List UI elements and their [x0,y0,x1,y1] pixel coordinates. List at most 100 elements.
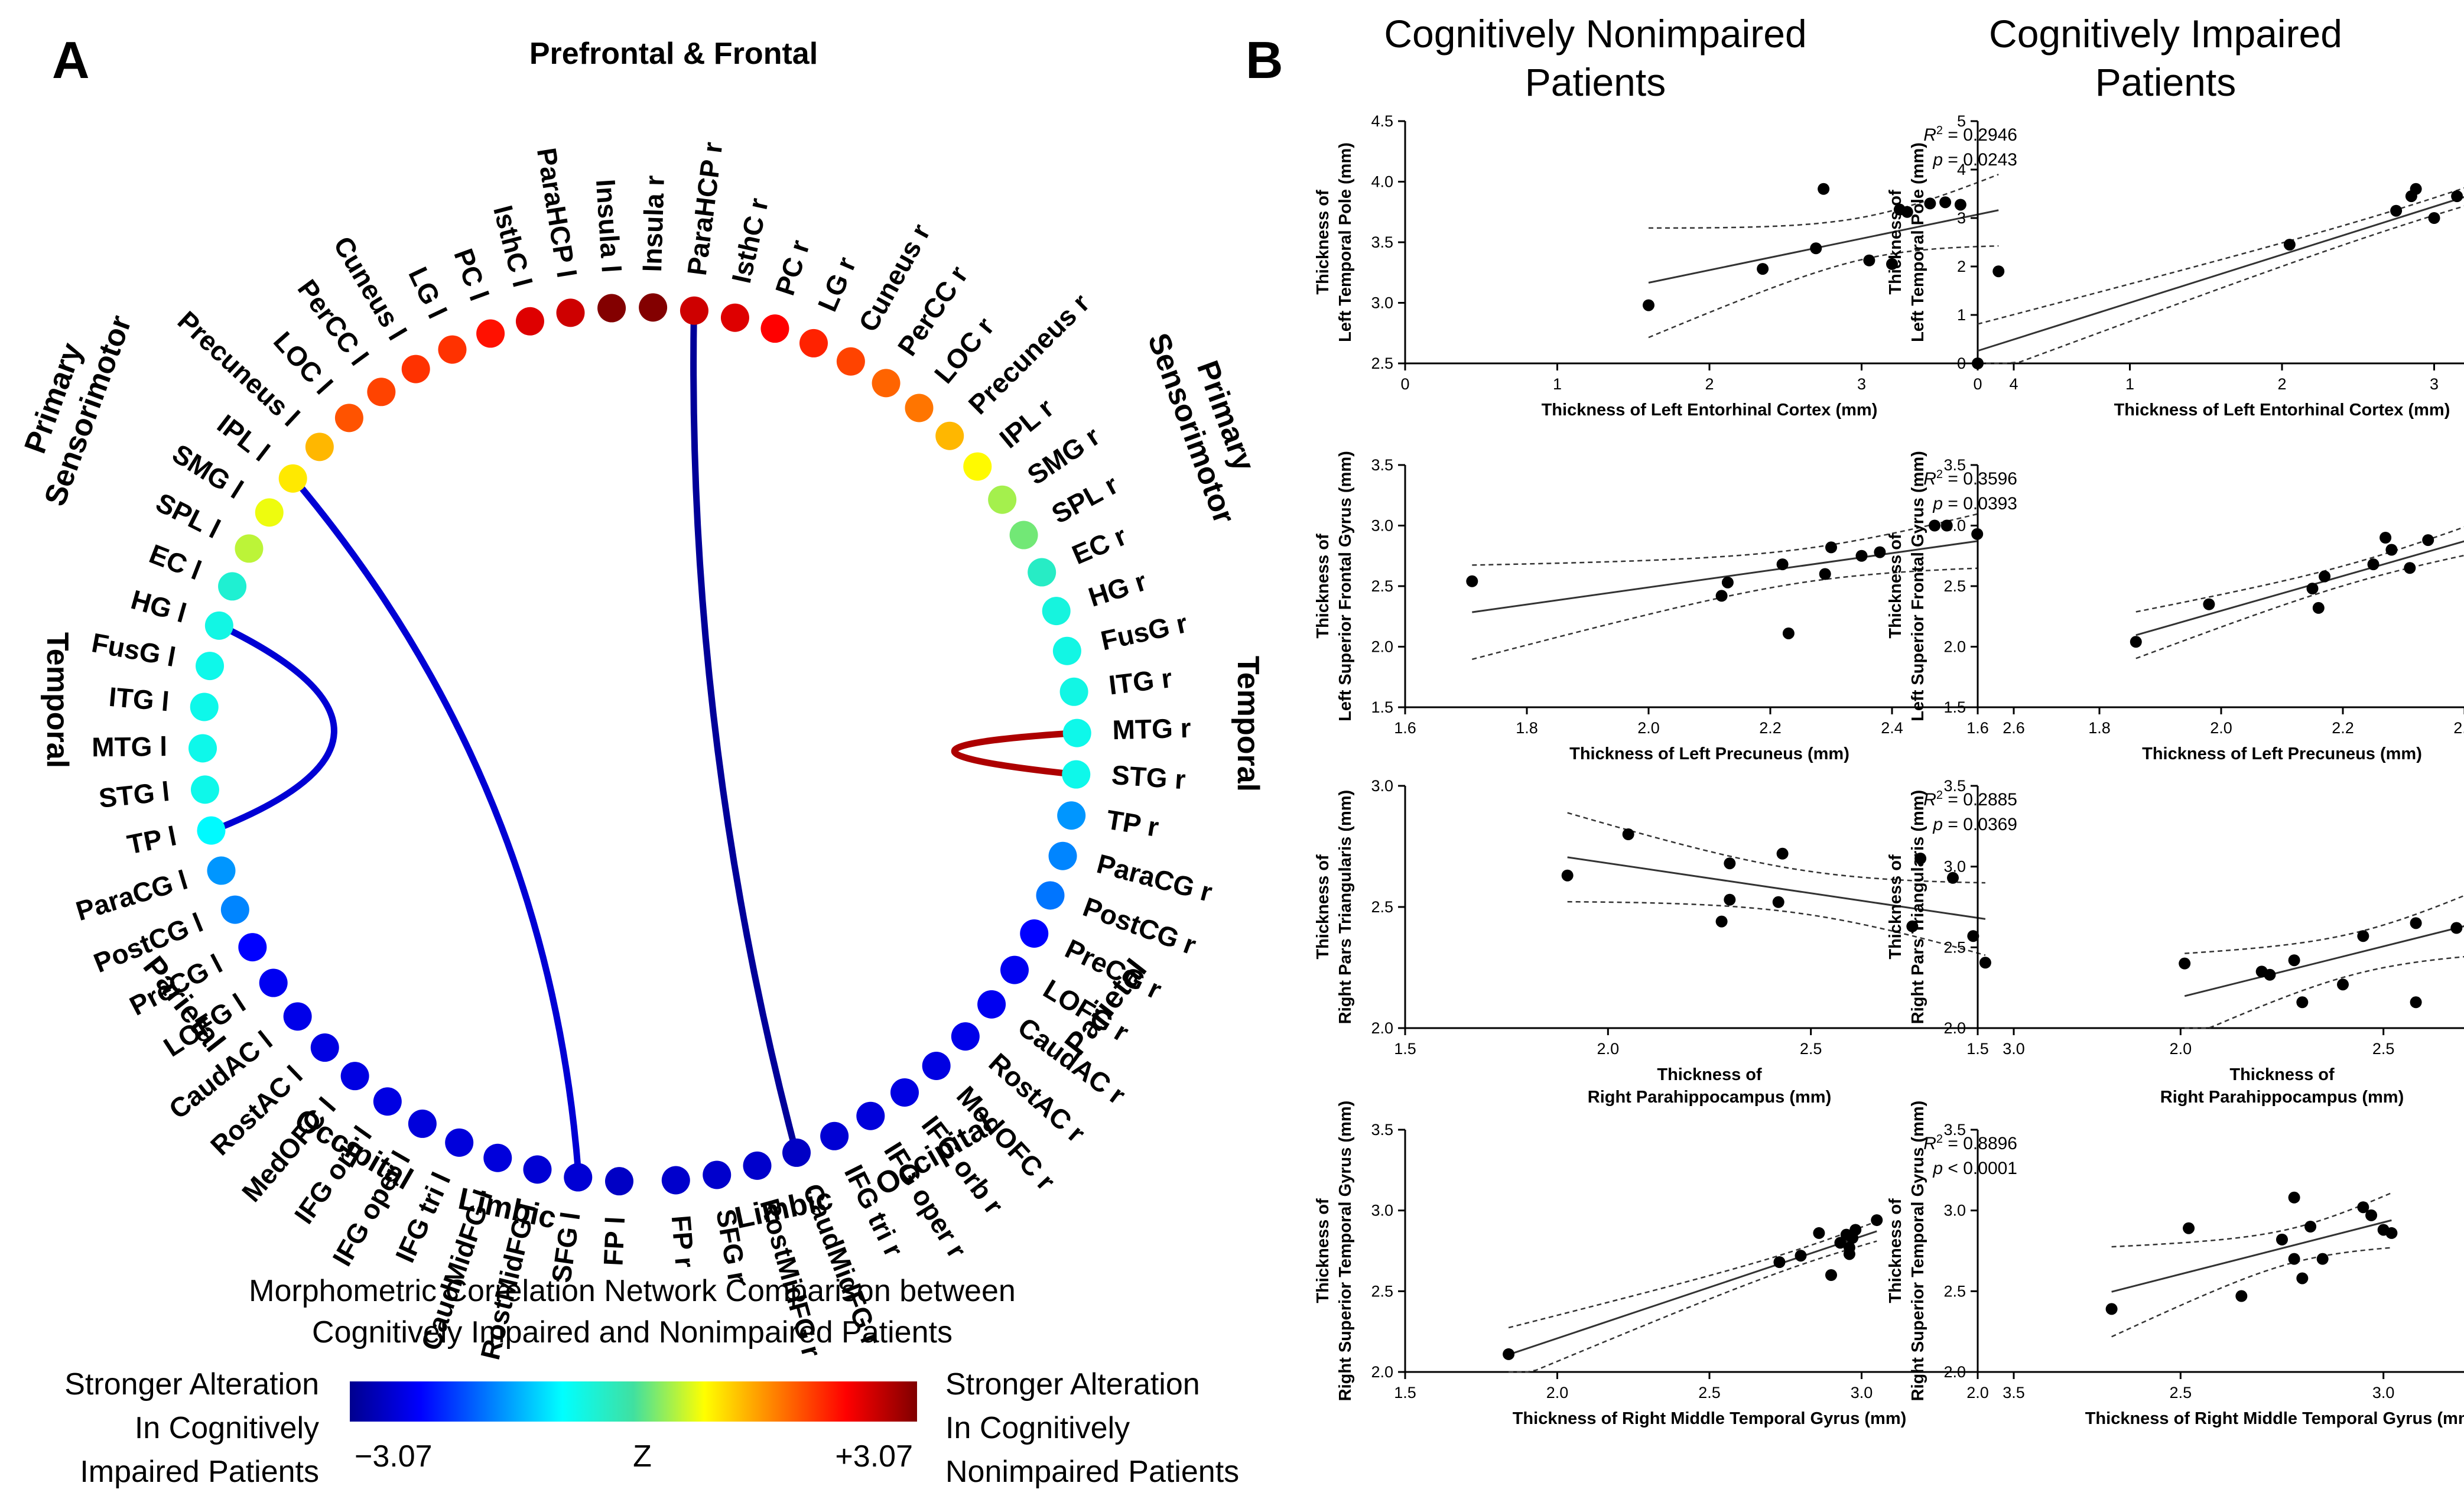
data-point [2105,1303,2118,1315]
data-point [1721,576,1734,588]
network-node-label: STG l [97,776,171,814]
y-tick-label: 2.5 [1943,938,1966,956]
network-region-label: Prefrontal & Frontal [529,37,818,71]
network-node-label: ParaHCP l [531,146,583,280]
y-axis-title: Thickness of [1314,534,1332,639]
y-tick-label: 3 [1957,209,1966,227]
data-point [1782,627,1795,639]
network-node [820,1121,849,1150]
network-node [1036,881,1065,910]
network-node [680,296,708,325]
x-tick-label: 4 [2009,375,2018,393]
network-node [401,355,430,383]
p-value-label: p = 0.0243 [1932,150,2017,170]
y-tick-label: 2.5 [1943,1282,1966,1300]
network-node-label: HG r [1085,565,1150,613]
network-node [445,1128,474,1157]
data-point [1914,853,1927,864]
network-node [1009,521,1038,549]
panel-a-letter: A [52,31,90,89]
confidence-band-lower [1509,1240,1877,1373]
network-node [639,293,668,322]
data-point [2179,957,2191,970]
network-node-label: IPL r [994,392,1059,454]
network-node [476,319,505,348]
network-node-label: EC r [1068,520,1132,570]
network-node [259,968,288,997]
network-node [1062,760,1091,789]
network-node [1020,919,1049,948]
data-point [2380,532,2392,544]
network-node [935,421,964,450]
data-point [2410,183,2422,195]
data-point [1924,197,1936,210]
data-point [1757,263,1769,275]
network-node-label: FusG l [89,627,178,672]
y-axis-title: Thickness of [1314,854,1332,960]
network-node [963,452,992,481]
y-tick-label: 4 [1957,161,1966,178]
x-tick-label: 2.0 [1597,1040,1620,1058]
network-node [836,347,865,376]
network-node [340,1062,369,1091]
x-axis-title: Thickness of [2229,1065,2335,1084]
data-point [2422,534,2434,547]
scatter-plot-6: 1.52.02.53.02.02.53.03.5R2 = 0.4008p = 0… [1886,777,2464,1107]
y-tick-label: 3.5 [1371,456,1393,474]
x-tick-label: 2.0 [1637,719,1660,737]
network-node [197,816,226,845]
y-tick-label: 2.0 [1371,638,1393,656]
y-tick-label: 3.5 [1371,233,1393,251]
confidence-band-lower [2185,955,2464,1029]
network-node [564,1163,593,1192]
r-squared-label: R2 = 0.8896 [1923,1133,2017,1153]
y-tick-label: 2.5 [1371,355,1393,372]
y-axis-title: Right Superior Temporal Gyrus (mm) [1336,1101,1355,1402]
data-point [2410,917,2422,929]
network-node [204,611,233,640]
network-node [373,1087,402,1116]
data-point [1843,1248,1855,1260]
data-point [1724,857,1736,870]
data-point [1813,1227,1825,1239]
network-node [1052,636,1081,665]
data-point [1947,872,1959,884]
y-tick-label: 1.5 [1371,698,1393,716]
y-axis-title: Thickness of [1886,1198,1905,1303]
confidence-band-upper [1648,174,1999,229]
y-tick-label: 3.0 [1943,858,1966,876]
confidence-band-lower [1978,205,2464,365]
scatter-plot-2: 01234012345R2 = 0.9322p < 0.0001Thicknes… [1886,112,2464,420]
data-point [2130,636,2142,648]
x-tick-label: 2.0 [2170,1040,2192,1058]
network-node [188,734,217,763]
network-node [1057,801,1086,830]
data-point [1819,568,1831,580]
y-tick-label: 2.5 [1371,577,1393,595]
x-axis-title: Thickness of Left Entorhinal Cortex (mm) [1542,401,1878,420]
network-region-label: PrimarySensorimotor [1141,316,1276,528]
x-tick-label: 3.5 [2003,1384,2025,1402]
data-point [2319,570,2331,583]
data-point [1772,896,1784,908]
colorbar-left-text-1: Stronger Alteration [64,1367,319,1402]
x-tick-label: 1.5 [1394,1384,1416,1402]
network-edges [213,313,1075,1175]
y-axis-title: Left Temporal Pole (mm) [1909,142,1927,342]
scatter-plots: 0 1 2 3 4 2.5 3.0 3.5 4.0 4.5 R2 = 0.2946 p = 0.024… [1314,112,2464,1428]
colorbar-left-text-2: In Cognitively [135,1411,319,1445]
confidence-band-upper [1472,513,1978,566]
data-point [1849,1224,1862,1236]
data-point [1715,915,1728,928]
colorbar-max-label: +3.07 [835,1439,913,1474]
colorbar-gradient [350,1381,917,1422]
x-tick-label: 2.4 [2453,719,2464,737]
data-point [2283,239,2296,251]
data-point [2316,1253,2329,1265]
data-point [2306,583,2319,595]
data-point [2183,1222,2195,1234]
x-tick-label: 2.5 [1800,1040,1822,1058]
network-caption-line2: Cognitively Impaired and Nonimpaired Pat… [312,1315,953,1350]
p-value-label: p < 0.0001 [1932,1159,2017,1178]
confidence-band-upper [2185,895,2464,954]
